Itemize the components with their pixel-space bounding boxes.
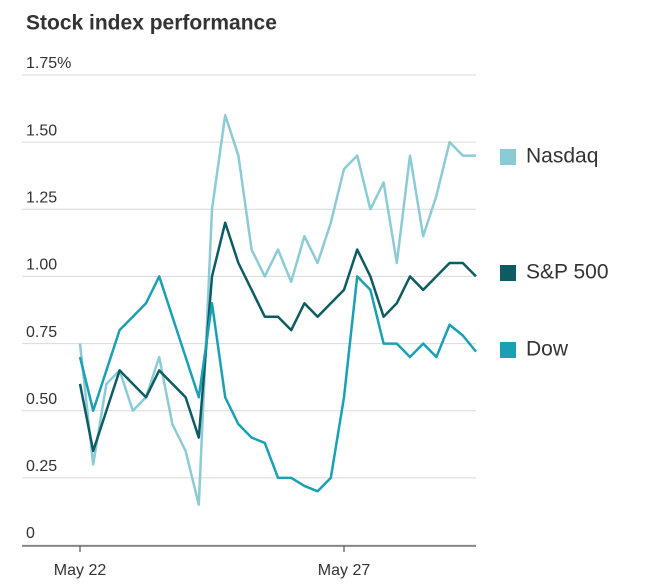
y-tick-label: 0.50 — [26, 391, 57, 408]
x-tick-label: May 27 — [318, 562, 371, 579]
legend-label: S&P 500 — [526, 261, 609, 284]
legend-label: Dow — [526, 338, 569, 361]
y-tick-label: 0.25 — [26, 458, 57, 475]
y-tick-label: 0 — [26, 525, 35, 542]
series-line — [78, 275, 477, 493]
legend-swatch — [500, 149, 516, 165]
y-tick-label: 1.25 — [26, 190, 57, 207]
y-tick-label: 0.75 — [26, 324, 57, 341]
legend-swatch — [500, 265, 516, 281]
legend-label: Nasdaq — [526, 145, 598, 168]
y-tick-label: 1.50 — [26, 122, 57, 139]
series-line — [78, 221, 477, 453]
y-tick-label: 1.00 — [26, 257, 57, 274]
legend-swatch — [500, 342, 516, 358]
chart-title: Stock index performance — [26, 12, 277, 35]
y-tick-label: 1.75% — [26, 55, 71, 72]
x-tick-label: May 22 — [54, 562, 107, 579]
